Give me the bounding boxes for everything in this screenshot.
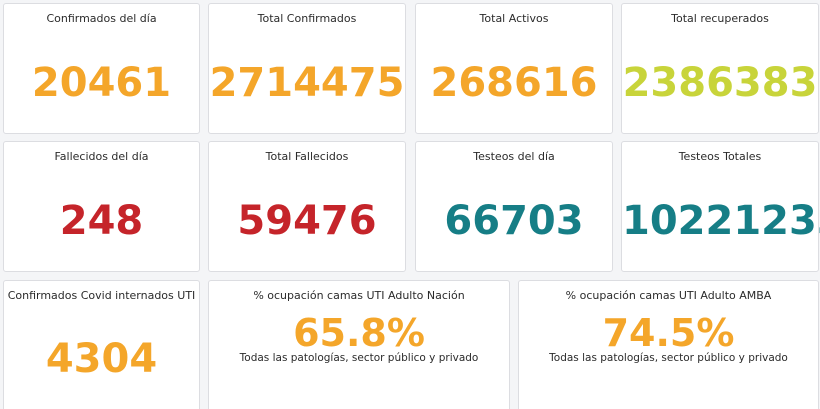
card-total-fallecidos: Total Fallecidos 59476 xyxy=(208,141,406,272)
card-value: 59476 xyxy=(237,198,377,244)
card-label: Testeos del día xyxy=(473,150,555,163)
card-label: Total Confirmados xyxy=(257,12,357,25)
card-value: 268616 xyxy=(430,60,598,106)
card-label: Testeos Totales xyxy=(678,150,762,163)
card-internados-uti: Confirmados Covid internados UTI 4304 xyxy=(3,280,200,409)
card-ocupacion-uti-nacion: % ocupación camas UTI Adulto Nación 65.8… xyxy=(208,280,510,409)
card-testeos-del-dia: Testeos del día 66703 xyxy=(415,141,613,272)
card-label: % ocupación camas UTI Adulto Nación xyxy=(253,289,465,302)
card-sublabel: Todas las patologías, sector público y p… xyxy=(549,352,788,364)
card-label: Total Fallecidos xyxy=(265,150,349,163)
card-value: 248 xyxy=(59,198,144,244)
card-fallecidos-del-dia: Fallecidos del día 248 xyxy=(3,141,200,272)
card-value: 65.8% xyxy=(293,311,425,355)
card-label: Fallecidos del día xyxy=(54,150,149,163)
card-value: 10221233 xyxy=(622,198,820,244)
card-value: 74.5% xyxy=(602,311,735,355)
card-label: % ocupación camas UTI Adulto AMBA xyxy=(565,289,772,302)
card-value: 4304 xyxy=(45,336,158,382)
card-total-recuperados: Total recuperados 2386383 xyxy=(621,3,819,134)
card-value: 2386383 xyxy=(622,60,818,106)
card-total-activos: Total Activos 268616 xyxy=(415,3,613,134)
card-total-confirmados: Total Confirmados 2714475 xyxy=(208,3,406,134)
card-label: Total recuperados xyxy=(671,12,769,25)
card-label: Total Activos xyxy=(479,12,549,25)
card-value: 20461 xyxy=(31,60,172,106)
card-value: 2714475 xyxy=(209,60,405,106)
card-confirmados-del-dia: Confirmados del día 20461 xyxy=(3,3,200,134)
card-label: Confirmados del día xyxy=(46,12,157,25)
card-sublabel: Todas las patologías, sector público y p… xyxy=(239,352,479,364)
card-testeos-totales: Testeos Totales 10221233 xyxy=(621,141,820,272)
card-value: 66703 xyxy=(444,198,584,244)
card-label: Confirmados Covid internados UTI xyxy=(7,289,196,302)
card-ocupacion-uti-amba: % ocupación camas UTI Adulto AMBA 74.5% … xyxy=(518,280,819,409)
